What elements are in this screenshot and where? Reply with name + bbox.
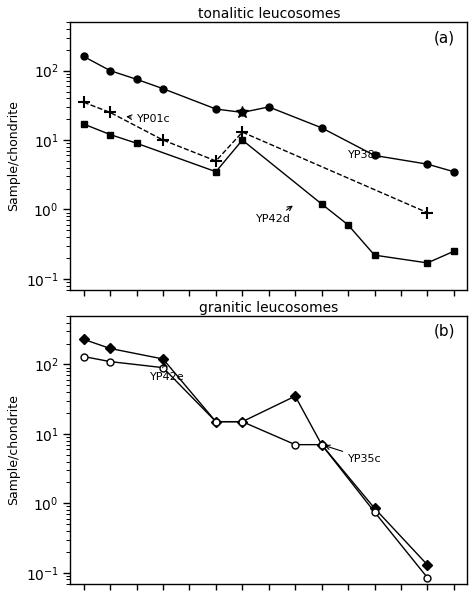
Text: (b): (b) xyxy=(434,324,455,339)
Text: (a): (a) xyxy=(434,30,455,45)
Text: YP35c: YP35c xyxy=(326,445,382,464)
Y-axis label: Sample/chondrite: Sample/chondrite xyxy=(7,395,20,505)
Text: YP01c: YP01c xyxy=(128,114,170,125)
Title: granitic leucosomes: granitic leucosomes xyxy=(199,301,338,315)
Title: tonalitic leucosomes: tonalitic leucosomes xyxy=(198,7,340,21)
Text: YP42d: YP42d xyxy=(255,206,292,225)
Y-axis label: Sample/chondrite: Sample/chondrite xyxy=(7,101,20,212)
Text: YP42e: YP42e xyxy=(150,363,184,382)
Text: YP38a: YP38a xyxy=(348,150,383,160)
